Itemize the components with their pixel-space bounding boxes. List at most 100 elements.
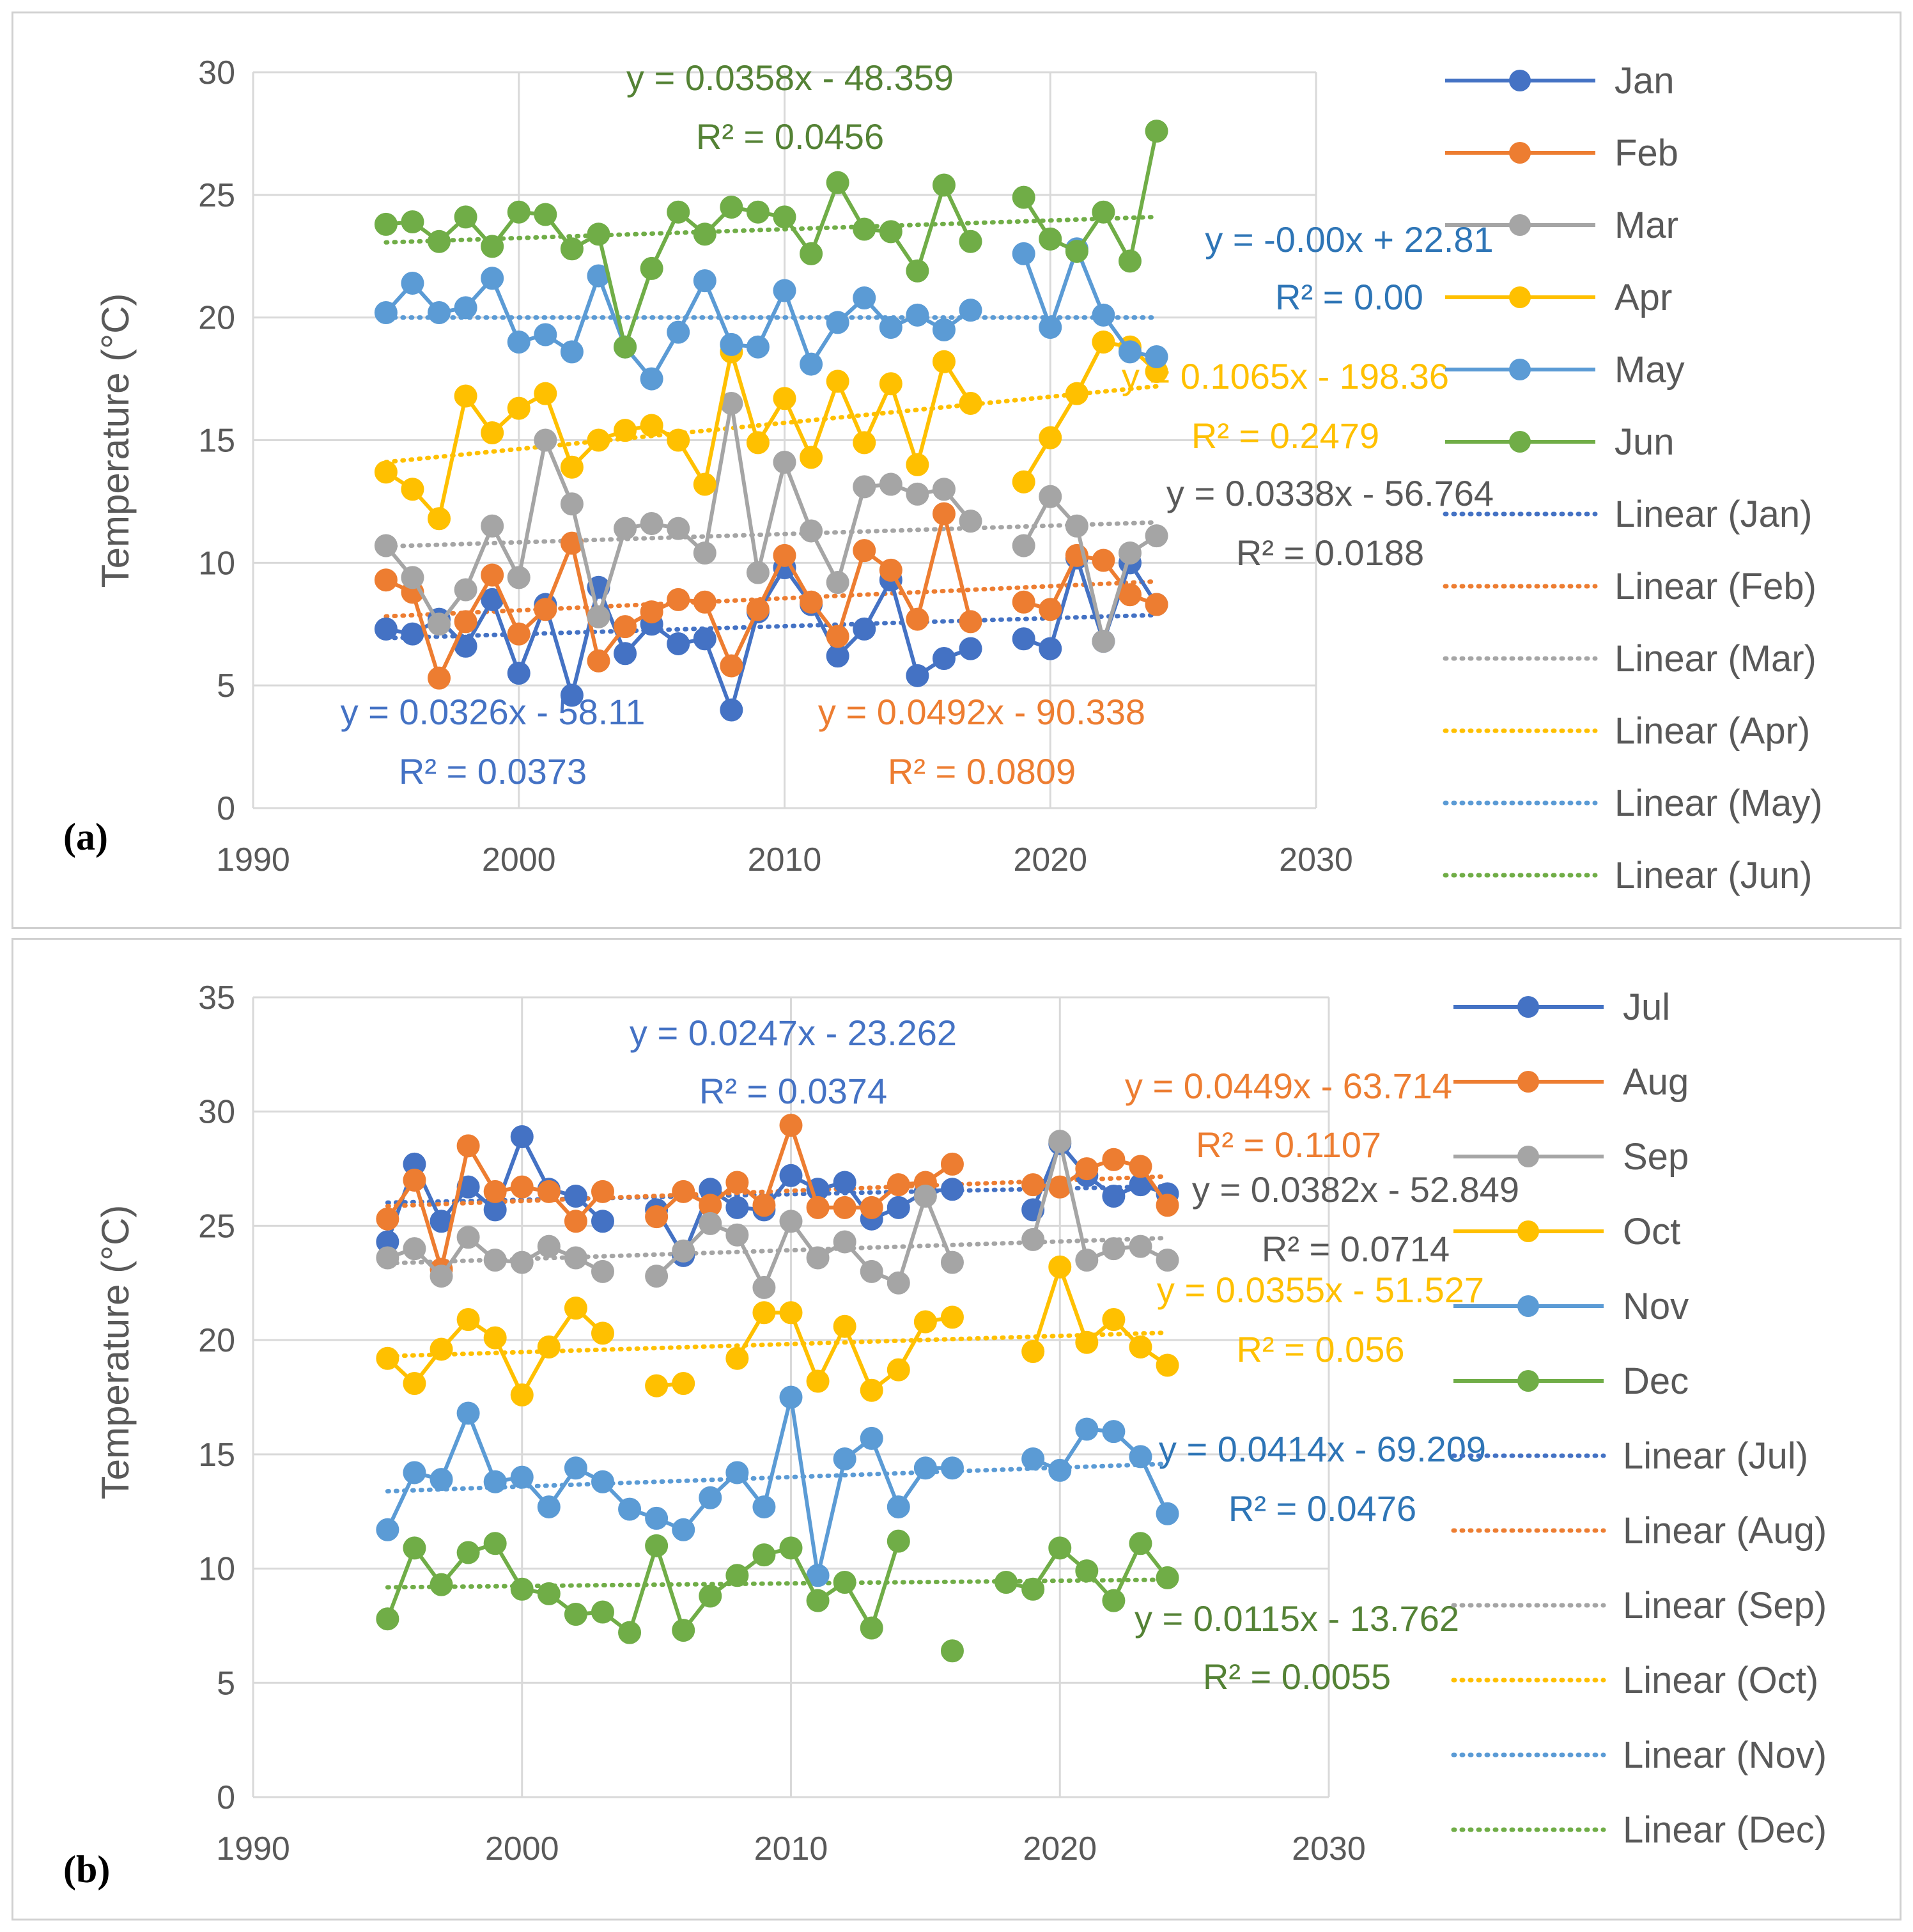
data-point-apr <box>560 455 584 479</box>
data-point-apr <box>826 370 849 393</box>
data-point-jul <box>887 1196 910 1219</box>
y-tick-label: 0 <box>217 790 235 827</box>
data-point-sep <box>1156 1249 1179 1272</box>
data-point-jan <box>667 632 690 655</box>
trend-r2-jul: R² = 0.0374 <box>699 1071 887 1111</box>
data-point-feb <box>853 539 876 563</box>
legend-swatch-marker <box>1509 431 1531 453</box>
data-point-mar <box>374 534 398 557</box>
data-point-oct <box>779 1301 803 1325</box>
data-point-jun <box>560 237 584 261</box>
data-point-mar <box>1065 514 1088 538</box>
data-point-jun <box>614 335 637 359</box>
data-point-feb <box>374 568 398 592</box>
data-point-apr <box>906 453 929 476</box>
data-point-may <box>1145 345 1168 369</box>
trend-r2-may: R² = 0.00 <box>1275 277 1423 317</box>
data-point-mar <box>640 511 663 535</box>
data-point-apr <box>401 478 424 501</box>
y-tick-label: 15 <box>198 423 235 460</box>
data-point-mar <box>587 605 610 628</box>
data-point-aug <box>940 1152 964 1176</box>
data-point-nov <box>833 1447 856 1471</box>
data-point-nov <box>1156 1502 1179 1525</box>
data-point-jan <box>614 642 637 666</box>
trend-r2-oct: R² = 0.056 <box>1236 1329 1404 1369</box>
data-point-sep <box>591 1259 614 1283</box>
data-point-feb <box>1145 593 1168 616</box>
trend-r2-jun: R² = 0.0456 <box>696 116 884 157</box>
legend-item: Mar <box>1445 205 1678 246</box>
trend-equation-aug: y = 0.0449x - 63.714 <box>1125 1066 1452 1106</box>
data-point-apr <box>693 472 716 496</box>
data-point-mar <box>1039 485 1062 508</box>
data-point-sep <box>940 1250 964 1274</box>
data-point-sep <box>672 1239 695 1263</box>
x-tick-label: 1990 <box>216 841 290 878</box>
panel-b-frame: 0 5 10 15 20 25 30 35 1990 2000 2010 2020 2030 Temper… <box>12 938 1901 1920</box>
data-point-nov <box>645 1506 669 1530</box>
legend-label: Aug <box>1623 1061 1689 1103</box>
data-point-nov <box>1048 1458 1072 1482</box>
data-point-dec <box>672 1619 695 1642</box>
data-point-aug <box>779 1114 803 1137</box>
data-point-mar <box>1145 524 1168 548</box>
data-point-jan <box>560 683 584 707</box>
data-point-mar <box>560 492 584 516</box>
data-point-nov <box>1102 1420 1126 1444</box>
legend: Jul Aug Sep Oct Nov Dec Linear (Jul) Linear (Au… <box>1451 986 1827 1851</box>
data-point-dec <box>537 1582 561 1605</box>
data-point-nov <box>860 1426 883 1450</box>
data-point-aug <box>1156 1194 1179 1217</box>
data-point-mar <box>906 482 929 506</box>
data-point-oct <box>806 1369 830 1393</box>
data-point-nov <box>618 1497 642 1521</box>
data-point-mar <box>693 541 716 565</box>
y-tick-label: 25 <box>198 1208 235 1245</box>
data-point-aug <box>1075 1157 1099 1181</box>
data-point-feb <box>906 607 929 631</box>
data-point-feb <box>1118 583 1142 607</box>
data-point-sep <box>564 1246 587 1270</box>
data-point-apr <box>959 391 982 415</box>
legend-label: Nov <box>1623 1286 1689 1327</box>
data-point-sep <box>456 1226 480 1249</box>
data-point-sep <box>430 1265 453 1288</box>
data-point-apr <box>587 428 610 452</box>
data-point-jul <box>1102 1184 1126 1208</box>
data-point-aug <box>510 1175 534 1199</box>
data-point-jun <box>454 205 477 229</box>
legend-label: Mar <box>1615 205 1678 246</box>
trend-equations: y = 0.0247x - 23.262 R² = 0.0374 y = 0.044… <box>630 1013 1519 1697</box>
data-point-dec <box>456 1541 480 1564</box>
legend-item: Linear (Sep) <box>1451 1585 1827 1626</box>
panel-label: (b) <box>63 1848 110 1890</box>
data-point-aug <box>403 1168 426 1192</box>
data-point-nov <box>1075 1417 1099 1441</box>
data-point-mar <box>746 561 770 584</box>
tick-labels: 0 5 10 15 20 25 30 1990 2000 2010 2020 2030 <box>198 54 1353 878</box>
trendline-mar <box>383 520 1159 549</box>
data-point-nov <box>725 1461 749 1484</box>
y-tick-label: 0 <box>217 1779 235 1816</box>
data-point-feb <box>932 502 956 526</box>
series-feb <box>374 502 1168 690</box>
trendline-jun <box>383 214 1159 245</box>
data-point-feb <box>1039 598 1062 621</box>
data-point-feb <box>614 615 637 639</box>
data-point-sep <box>1021 1227 1045 1251</box>
data-point-feb <box>1092 549 1115 572</box>
legend-label: Dec <box>1623 1360 1689 1402</box>
x-tick-label: 2030 <box>1279 841 1353 878</box>
data-point-apr <box>481 421 504 444</box>
data-point-sep <box>376 1246 399 1270</box>
legend-label: May <box>1615 349 1685 391</box>
data-point-feb <box>481 563 504 587</box>
legend-swatch-marker <box>1509 286 1531 308</box>
y-tick-label: 15 <box>198 1437 235 1474</box>
legend-item: Jul <box>1453 986 1670 1028</box>
data-point-dec <box>403 1536 426 1560</box>
data-point-apr <box>1012 470 1035 494</box>
data-point-may <box>800 352 823 376</box>
data-point-may <box>428 300 451 324</box>
